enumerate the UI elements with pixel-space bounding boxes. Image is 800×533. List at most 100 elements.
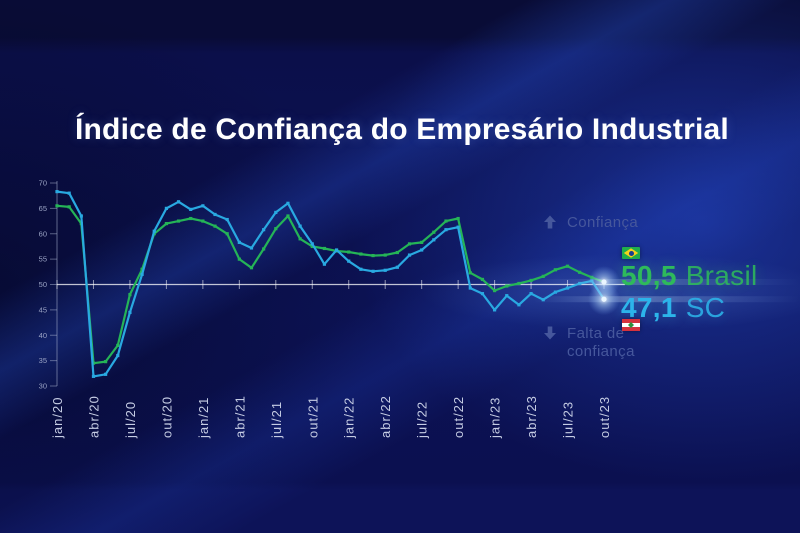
brasil-latest-value: 50,5 Brasil (621, 260, 758, 292)
x-axis-tick-label: out/21 (305, 396, 320, 438)
data-point-marker (322, 246, 327, 251)
data-point-marker (274, 210, 278, 215)
x-axis-tick-label: out/23 (597, 396, 612, 438)
series-sc-line (55, 190, 606, 378)
data-point-marker (359, 252, 363, 256)
brasil-series-label: Brasil (685, 260, 758, 291)
data-point-marker (140, 267, 144, 271)
data-point-marker (517, 281, 521, 286)
data-point-marker (213, 212, 217, 217)
y-axis-tick-label: 60 (39, 229, 47, 238)
data-point-marker (432, 238, 436, 242)
data-point-marker (505, 284, 509, 288)
x-axis-tick-label: abr/23 (524, 395, 539, 438)
y-axis-tick-label: 40 (39, 331, 47, 340)
arrow-up-icon (544, 215, 556, 229)
endpoint-marker (601, 279, 607, 285)
data-point-marker (201, 219, 205, 223)
endpoint-marker (601, 296, 607, 302)
data-point-marker (104, 372, 108, 376)
x-axis-tick-label: abr/22 (378, 395, 393, 438)
x-axis-tick-label: jul/21 (269, 401, 284, 439)
data-point-marker (456, 225, 460, 229)
x-axis-tick-label: jul/20 (123, 401, 138, 439)
data-point-marker (517, 303, 521, 307)
data-point-marker (262, 228, 266, 232)
data-point-marker (529, 292, 533, 296)
data-point-marker (225, 217, 229, 222)
x-axis-tick-label: jul/23 (561, 401, 576, 439)
data-point-marker (407, 242, 412, 246)
confidence-down-label: Falta de confiança (567, 325, 635, 360)
arrow-down-icon (544, 326, 556, 340)
data-point-marker (505, 294, 509, 298)
data-point-marker (565, 286, 570, 290)
confidence-up-label: Confiança (567, 214, 639, 231)
data-point-marker (55, 204, 59, 208)
x-axis-tick-label: jan/21 (196, 397, 211, 439)
data-point-marker (444, 228, 448, 232)
data-point-marker (420, 248, 424, 252)
data-point-marker (371, 253, 375, 258)
data-point-marker (298, 237, 302, 241)
data-point-marker (164, 206, 168, 210)
data-point-marker (578, 270, 582, 274)
data-point-marker (176, 219, 181, 223)
data-point-marker (201, 204, 205, 208)
endpoint-flare-streak (534, 278, 800, 285)
data-point-marker (67, 191, 71, 195)
confidence-up-annotation: Confiança (543, 214, 638, 232)
data-point-marker (347, 259, 351, 263)
data-point-marker (286, 201, 290, 205)
data-point-marker (176, 200, 181, 204)
y-axis-tick-label: 70 (39, 179, 47, 188)
brasil-value: 50,5 (621, 260, 677, 291)
data-point-marker (189, 216, 193, 221)
x-axis-tick-label: jan/23 (488, 397, 503, 439)
data-point-marker (407, 253, 412, 257)
data-point-marker (456, 216, 460, 221)
data-point-marker (395, 265, 399, 269)
sc-series-label: SC (685, 292, 726, 323)
sc-value: 47,1 (621, 292, 677, 323)
data-point-marker (322, 262, 327, 266)
brazil-flag-icon (622, 247, 640, 259)
data-point-marker (237, 257, 241, 261)
data-point-marker (249, 246, 254, 250)
santa-catarina-flag-icon (622, 319, 640, 331)
x-axis-tick-label: jan/20 (50, 397, 65, 439)
data-point-marker (213, 224, 217, 228)
data-point-marker (541, 274, 545, 278)
data-point-marker (274, 227, 278, 231)
data-point-marker (359, 267, 363, 271)
x-axis-tick-label: abr/21 (232, 395, 247, 438)
data-point-marker (189, 207, 193, 211)
data-point-marker (310, 244, 314, 249)
y-axis-tick-label: 35 (39, 356, 47, 365)
data-point-marker (480, 277, 485, 282)
data-point-marker (128, 293, 132, 297)
x-axis-tick-label: out/22 (451, 396, 466, 438)
data-point-marker (334, 248, 339, 252)
data-point-marker (347, 250, 351, 254)
data-point-marker (480, 292, 485, 296)
data-point-marker (164, 222, 168, 226)
data-point-marker (225, 232, 229, 236)
data-point-marker (371, 269, 375, 273)
data-point-marker (493, 308, 497, 312)
data-point-marker (140, 272, 144, 276)
data-point-marker (116, 353, 120, 358)
endpoint-flare-streak (534, 296, 800, 303)
sc-latest-value: 47,1 SC (621, 292, 725, 324)
data-point-marker (493, 288, 497, 293)
data-point-marker (383, 268, 387, 272)
x-axis-tick-label: out/20 (159, 396, 174, 438)
data-point-marker (310, 242, 314, 246)
data-point-marker (468, 286, 472, 290)
data-point-marker (432, 230, 436, 234)
data-point-marker (249, 266, 254, 270)
data-point-marker (128, 310, 132, 315)
data-point-marker (444, 219, 448, 223)
data-point-marker (152, 229, 156, 233)
